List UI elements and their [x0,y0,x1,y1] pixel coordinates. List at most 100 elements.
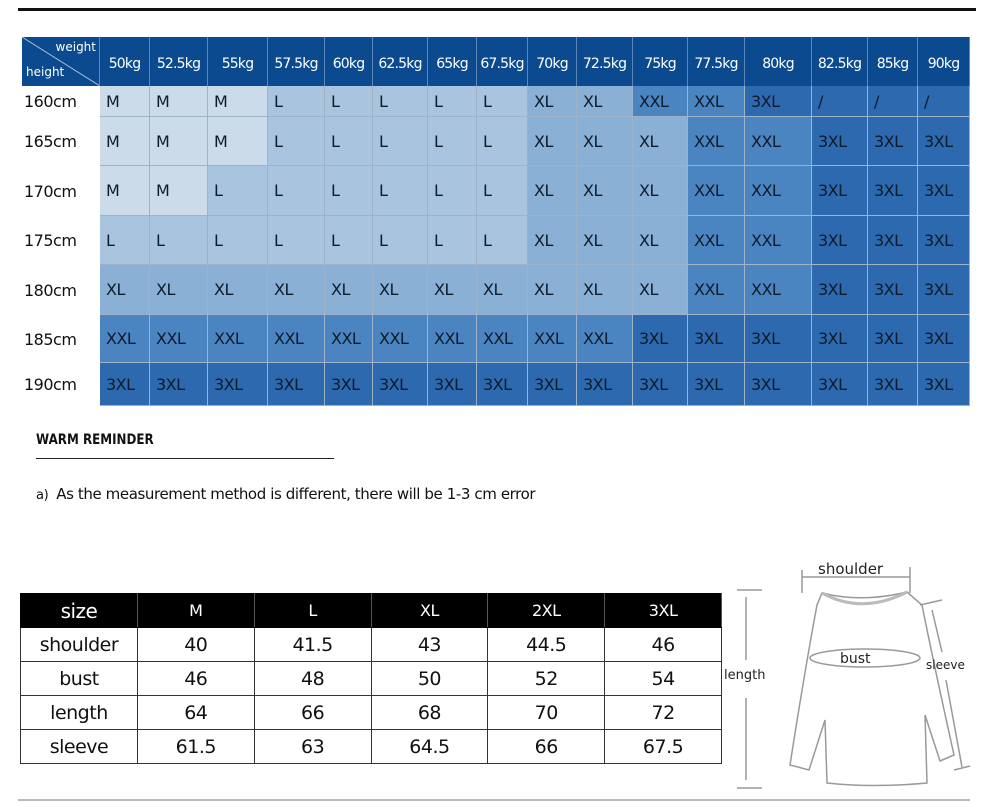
table-row: sleeve 61.5 63 64.5 66 67.5 [20,729,722,764]
size-cell: 3XL [918,363,970,406]
size-cell: 3XL [577,363,633,406]
size-cell: 3XL [268,363,325,406]
size-cell: L [373,216,428,265]
size-cell: XL [633,265,688,315]
size-cell: 3XL [477,363,528,406]
size-cell: 3XL [868,265,918,315]
size-cell: 3XL [918,117,970,166]
size-cell: L [150,216,208,265]
measure-label: length [20,695,138,730]
size-cell: XL [208,265,268,315]
size-cell: L [325,166,373,216]
table-row: shoulder 40 41.5 43 44.5 46 [20,627,722,662]
size-cell: L [268,216,325,265]
measurement-table: size M L XL 2XL 3XL shoulder 40 41.5 43 44.5 46 bust… [20,593,722,764]
header-cell: size [20,593,138,628]
value-cell: 66 [253,695,372,730]
weight-header: 85kg [868,37,918,86]
sweater-diagram: shoulder bust length sleeve [724,560,971,789]
height-label: height [26,65,65,79]
size-cell: XL [528,117,577,166]
value-cell: 50 [370,661,489,696]
weight-header: 80kg [745,37,812,86]
size-cell: XXL [688,166,745,216]
size-cell: XL [633,166,688,216]
size-cell: XL [150,265,208,315]
header-cell: 2XL [487,593,606,628]
size-cell: XXL [268,315,325,363]
value-cell: 41.5 [253,627,372,662]
size-cell: L [268,117,325,166]
size-cell: XL [577,117,633,166]
weight-header: 57.5kg [268,37,325,86]
size-cell: XL [577,265,633,315]
size-cell: / [812,86,868,117]
size-cell: XL [528,86,577,117]
size-cell: M [150,117,208,166]
value-cell: 72 [604,695,722,730]
size-cell: 3XL [528,363,577,406]
size-cell: XXL [150,315,208,363]
value-cell: 40 [136,627,255,662]
size-cell: 3XL [812,265,868,315]
size-cell: 3XL [868,363,918,406]
table-row: length 64 66 68 70 72 [20,695,722,730]
measure-label: shoulder [20,627,138,662]
size-cell: XL [577,86,633,117]
size-cell: 3XL [373,363,428,406]
height-label: 170cm [22,166,100,216]
sweater-outline-icon [737,567,971,789]
size-cell: 3XL [812,216,868,265]
size-cell: XL [477,265,528,315]
size-cell: XXL [100,315,150,363]
size-cell: 3XL [918,166,970,216]
value-cell: 67.5 [604,729,722,764]
weight-label: weight [55,40,96,54]
reminder-underline [36,458,334,459]
size-cell: 3XL [633,315,688,363]
size-cell: XL [428,265,477,315]
size-cell: XL [577,166,633,216]
size-cell: 3XL [868,315,918,363]
size-cell: XXL [745,166,812,216]
height-label: 185cm [22,315,100,363]
weight-header: 77.5kg [688,37,745,86]
value-cell: 64.5 [370,729,489,764]
size-cell: XXL [373,315,428,363]
height-label: 190cm [22,363,100,406]
size-cell: XL [373,265,428,315]
weight-header: 75kg [633,37,688,86]
shoulder-label: shoulder [818,560,884,578]
size-cell: L [373,117,428,166]
size-cell: 3XL [812,315,868,363]
size-cell: 3XL [633,363,688,406]
height-label: 175cm [22,216,100,265]
size-cell: M [150,166,208,216]
weight-header: 65kg [428,37,477,86]
size-cell: M [100,166,150,216]
size-cell: 3XL [868,216,918,265]
size-cell: 3XL [325,363,373,406]
measure-label: sleeve [20,729,138,764]
size-cell: XXL [688,216,745,265]
height-label: 160cm [22,86,100,117]
size-cell: 3XL [745,86,812,117]
size-cell: L [477,117,528,166]
top-divider [18,8,976,11]
size-cell: M [208,86,268,117]
size-cell: L [208,216,268,265]
size-cell: L [268,166,325,216]
corner-header: weight height [22,37,100,86]
value-cell: 46 [136,661,255,696]
diagonal-line [22,37,99,86]
weight-header: 55kg [208,37,268,86]
size-cell: 3XL [688,315,745,363]
size-cell: XL [100,265,150,315]
size-cell: XXL [745,216,812,265]
size-cell: 3XL [918,265,970,315]
value-cell: 70 [487,695,606,730]
size-cell: XXL [633,86,688,117]
size-cell: XXL [688,86,745,117]
size-cell: 3XL [812,166,868,216]
size-cell: XXL [208,315,268,363]
